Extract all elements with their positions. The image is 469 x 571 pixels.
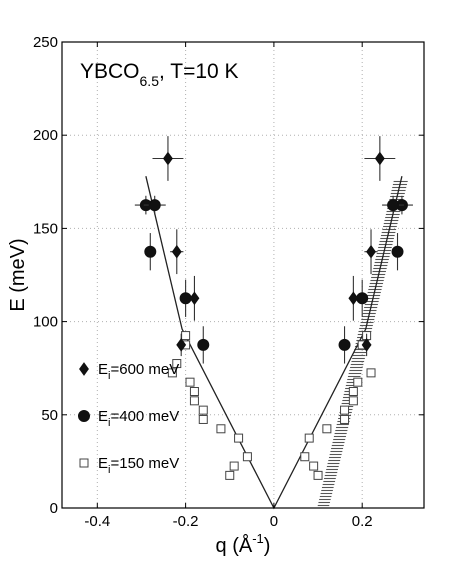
axis-ticks: -0.4 -0.2 0 0.2 0 50 100 150 200 250	[33, 34, 424, 530]
data-point-square-open	[167, 368, 177, 378]
x-tick-label: 0.2	[352, 513, 373, 530]
data-point-square-open	[229, 461, 239, 471]
legend-label-post: =600 meV	[110, 361, 179, 378]
y-axis-label: E (meV)	[7, 238, 29, 311]
data-point-square-open	[366, 368, 376, 378]
data-point-diamond	[176, 338, 187, 352]
x-tick-label: -0.4	[84, 513, 110, 530]
x-tick-label: -0.2	[173, 513, 199, 530]
plot-frame	[61, 41, 425, 509]
data-point-square-open	[353, 377, 363, 387]
y-tick-label: 200	[33, 127, 58, 144]
data-point-square-open	[198, 405, 208, 415]
data-point-square-open	[348, 387, 358, 396]
annotation-subscript: 6.5	[140, 73, 160, 89]
legend-label-pre: E	[98, 455, 108, 472]
data-point-square-open	[322, 424, 332, 434]
legend-label-pre: E	[98, 408, 108, 425]
y-tick-label: 50	[41, 407, 58, 424]
data-point-square-open	[348, 396, 358, 406]
data-point-square-open	[304, 433, 314, 443]
legend-label-sub: i	[108, 370, 110, 382]
x-axis-label-base: q (Å	[216, 534, 253, 557]
x-tick-label: 0	[270, 513, 278, 530]
legend-label: Ei=150 meV	[98, 455, 179, 476]
y-tick-label: 100	[33, 314, 58, 331]
data-point-square-open	[172, 359, 182, 369]
legend-marker-diamond	[79, 362, 89, 376]
data-point-square-open	[189, 387, 199, 396]
legend-label-post: =150 meV	[110, 455, 179, 472]
data-point-circle	[197, 338, 210, 351]
data-point-square-open	[234, 433, 244, 443]
data-point-circle	[356, 292, 369, 305]
data-point-diamond	[348, 291, 359, 306]
legend-label-pre: E	[98, 361, 108, 378]
legend-marker-square-open	[79, 458, 89, 468]
annotation-base: YBCO	[80, 60, 140, 83]
legend-label: Ei=400 meV	[98, 408, 179, 429]
legend-label-sub: i	[108, 417, 110, 429]
data-point-circle	[338, 338, 351, 351]
annotation-rest: , T=10 K	[159, 60, 239, 83]
data-point-square-open	[225, 470, 235, 480]
y-tick-label: 0	[50, 500, 58, 517]
data-point-circle	[387, 199, 400, 212]
annotation: YBCO6.5, T=10 K	[80, 60, 239, 89]
data-point-square-open	[313, 470, 323, 480]
x-axis-label-superscript: -1	[252, 531, 264, 546]
data-point-square-open	[189, 396, 199, 406]
plot-background	[62, 42, 424, 508]
legend-label-post: =400 meV	[110, 408, 179, 425]
x-axis-label-close: )	[264, 535, 271, 557]
data-point-square-open	[340, 405, 350, 415]
legend-label: Ei=600 meV	[98, 361, 179, 382]
data-points	[134, 136, 413, 480]
data-point-circle	[179, 292, 192, 305]
data-point-circle	[144, 245, 157, 258]
y-tick-label: 250	[33, 34, 58, 51]
legend-marker-circle	[78, 410, 90, 422]
grid-lines	[62, 42, 424, 508]
data-point-circle	[148, 199, 161, 212]
data-point-diamond	[361, 338, 372, 352]
data-point-diamond	[374, 151, 385, 166]
legend-label-sub: i	[108, 464, 110, 476]
data-point-diamond	[171, 244, 182, 259]
data-point-square-open	[181, 331, 191, 341]
data-point-square-open	[340, 414, 350, 424]
data-point-square-open	[309, 461, 319, 471]
data-point-diamond	[366, 244, 376, 259]
y-tick-label: 150	[33, 220, 58, 237]
x-axis-label: q (Å-1)	[216, 531, 271, 557]
data-point-circle	[391, 245, 404, 258]
data-point-square-open	[300, 452, 310, 462]
data-point-square-open	[216, 424, 226, 434]
data-point-square-open	[185, 377, 195, 387]
data-point-diamond	[163, 151, 173, 166]
data-point-diamond	[189, 291, 200, 306]
data-point-square-open	[242, 452, 252, 462]
data-point-square-open	[198, 414, 208, 424]
